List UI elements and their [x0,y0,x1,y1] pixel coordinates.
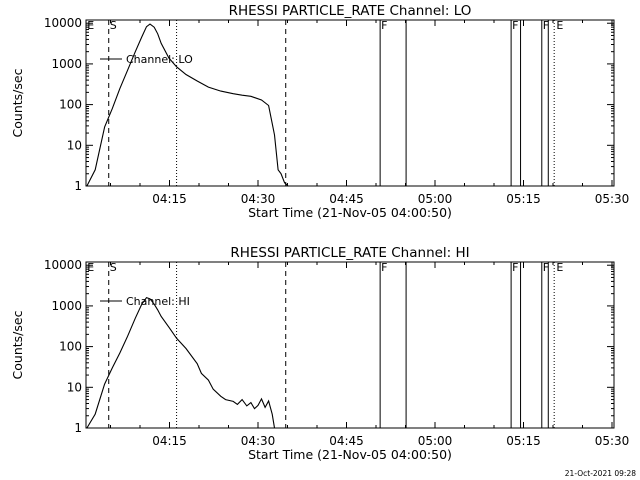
x-tick-label: 04:45 [329,434,364,448]
y-tick-label: 10 [67,138,82,152]
marker-label: F [543,261,549,274]
panel-lo: RHESSI PARTICLE_RATE Channel: LO Start Ti… [10,3,630,220]
x-tick-label: 04:15 [152,434,187,448]
y-tick-label: 1000 [51,299,82,313]
series-line [86,23,289,187]
x-tick-label: 04:30 [241,434,276,448]
plot-frame [85,19,615,187]
marker-label: F [512,19,518,32]
footer-timestamp: 21-Oct-2021 09:28 [565,469,636,478]
x-tick-label: 05:00 [418,192,453,206]
y-axis-label: Counts/sec [10,310,25,379]
chart-title: RHESSI PARTICLE_RATE Channel: HI [230,245,469,261]
y-tick-label: 1000 [51,57,82,71]
x-tick-label: 04:45 [329,192,364,206]
marker-label: F [543,19,549,32]
marker-label: F [512,261,518,274]
x-tick-label: 04:30 [241,192,276,206]
y-axis-label: Counts/sec [10,68,25,137]
marker-label: E [556,19,563,32]
chart-title: RHESSI PARTICLE_RATE Channel: LO [229,3,472,19]
x-axis-label: Start Time (21-Nov-05 04:00:50) [248,447,452,462]
marker-label: S [110,19,117,32]
y-tick-label: 1 [74,421,82,435]
marker-label: F [381,19,387,32]
legend-label: Channel: HI [126,295,190,308]
y-tick-label: 1 [74,179,82,193]
x-tick-label: 05:15 [506,434,541,448]
y-tick-label: 10000 [44,258,82,272]
marker-label: S [110,261,117,274]
x-axis-label: Start Time (21-Nov-05 04:00:50) [248,205,452,220]
x-tick-label: 05:00 [418,434,453,448]
legend-label: Channel: LO [126,53,193,66]
y-tick-label: 100 [59,340,82,354]
marker-label: E [87,261,94,274]
plot-frame [85,261,615,429]
marker-label: E [556,261,563,274]
y-tick-label: 10000 [44,16,82,30]
x-tick-label: 05:30 [595,434,630,448]
series-line [86,296,276,429]
panel-hi: RHESSI PARTICLE_RATE Channel: HI Start Ti… [10,245,630,462]
y-tick-label: 10 [67,380,82,394]
marker-label: F [381,261,387,274]
x-tick-label: 05:15 [506,192,541,206]
marker-label: E [87,19,94,32]
y-tick-label: 100 [59,98,82,112]
x-tick-label: 05:30 [595,192,630,206]
x-tick-label: 04:15 [152,192,187,206]
